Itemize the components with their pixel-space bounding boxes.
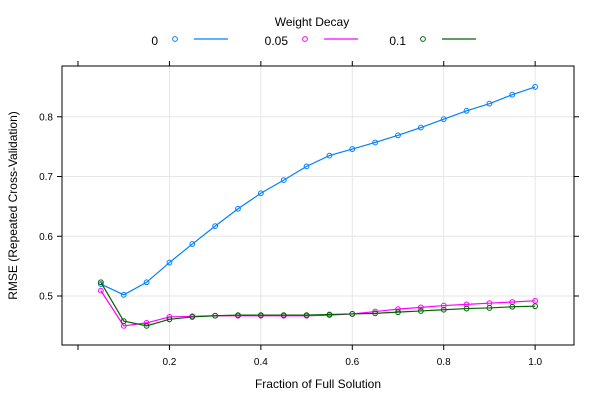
y-axis-title: RMSE (Repeated Cross-Validation) — [6, 111, 20, 300]
legend: Weight Decay 0 0.05 0.1 — [151, 15, 476, 48]
series-2-point-18 — [509, 303, 516, 310]
series-2-point-19 — [532, 303, 539, 310]
series-0-point-13 — [395, 132, 401, 139]
series-1-point-19 — [532, 297, 539, 304]
series-0-point-10 — [326, 152, 333, 159]
series-1-point-14 — [417, 304, 424, 311]
series-2-point-16 — [463, 305, 470, 312]
series-0-point-12 — [372, 139, 379, 146]
legend-marker-2 — [420, 36, 426, 42]
x-tick-label-3: 0.8 — [437, 357, 451, 368]
series-0-point-14 — [417, 124, 424, 131]
series-2-point-5 — [212, 312, 219, 319]
x-axis-title: Fraction of Full Solution — [255, 377, 381, 391]
series-0-point-16 — [463, 107, 470, 114]
legend-marker-0 — [172, 36, 178, 42]
series-0-point-2 — [143, 279, 150, 286]
series-1-point-0 — [97, 287, 104, 294]
series-line-0 — [100, 86, 536, 296]
series-1-point-16 — [463, 301, 470, 308]
series-2-point-12 — [372, 310, 379, 317]
legend-marker-1 — [302, 36, 308, 42]
series-0-point-0 — [97, 281, 104, 287]
axes: 0.2 0.4 0.6 0.8 1.0 0.5 0.6 0.7 0.8 — [39, 61, 579, 368]
x-tick-label-4: 1.0 — [528, 357, 542, 368]
series-0-point-5 — [212, 223, 219, 230]
series-2-point-1 — [120, 318, 127, 325]
series-0-point-9 — [303, 163, 310, 170]
series-2 — [97, 279, 539, 329]
series-0-point-19 — [532, 84, 539, 90]
series-0-point-11 — [349, 146, 356, 152]
y-tick-label-3: 0.8 — [39, 112, 53, 123]
series-0-point-4 — [189, 241, 196, 247]
series-2-point-3 — [166, 316, 173, 323]
legend-title: Weight Decay — [275, 15, 349, 29]
series-0-point-18 — [509, 91, 516, 98]
plot-frame — [61, 65, 575, 346]
series-2-point-4 — [189, 314, 196, 320]
y-tick-label-2: 0.7 — [39, 172, 53, 183]
series-1-point-15 — [440, 302, 447, 309]
series-2-point-13 — [395, 309, 401, 316]
series-layer — [97, 84, 539, 329]
legend-label-1: 0.05 — [265, 34, 289, 48]
series-line-2 — [100, 281, 536, 327]
series-2-point-2 — [143, 322, 150, 329]
series-2-point-8 — [280, 312, 287, 319]
series-2-point-17 — [486, 305, 493, 311]
series-2-point-6 — [235, 312, 241, 319]
series-2-point-10 — [326, 311, 333, 318]
series-2-point-14 — [417, 308, 424, 314]
x-tick-label-0: 0.2 — [162, 357, 176, 368]
series-2-point-11 — [349, 311, 356, 317]
series-2-point-0 — [97, 279, 104, 286]
y-tick-label-0: 0.5 — [39, 292, 53, 303]
legend-label-0: 0 — [151, 34, 158, 48]
series-2-point-7 — [257, 312, 264, 319]
series-2-point-9 — [303, 312, 310, 319]
series-0-point-8 — [280, 177, 287, 184]
series-0-point-15 — [440, 116, 447, 123]
series-0-point-17 — [486, 100, 493, 107]
series-2-point-15 — [440, 306, 447, 313]
series-0-point-3 — [166, 259, 173, 266]
y-tick-label-1: 0.6 — [39, 232, 53, 243]
series-0-point-7 — [257, 190, 264, 197]
series-0-point-6 — [235, 205, 241, 212]
x-tick-label-2: 0.6 — [345, 357, 359, 368]
series-0-point-1 — [120, 291, 127, 298]
series-1-point-12 — [372, 308, 379, 315]
x-tick-label-1: 0.4 — [254, 357, 268, 368]
grid — [62, 66, 574, 345]
legend-label-2: 0.1 — [389, 34, 406, 48]
series-0 — [97, 84, 539, 298]
